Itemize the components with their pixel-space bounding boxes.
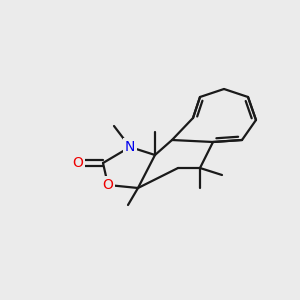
- Text: O: O: [73, 156, 83, 170]
- Text: N: N: [125, 140, 135, 154]
- Text: O: O: [103, 178, 113, 192]
